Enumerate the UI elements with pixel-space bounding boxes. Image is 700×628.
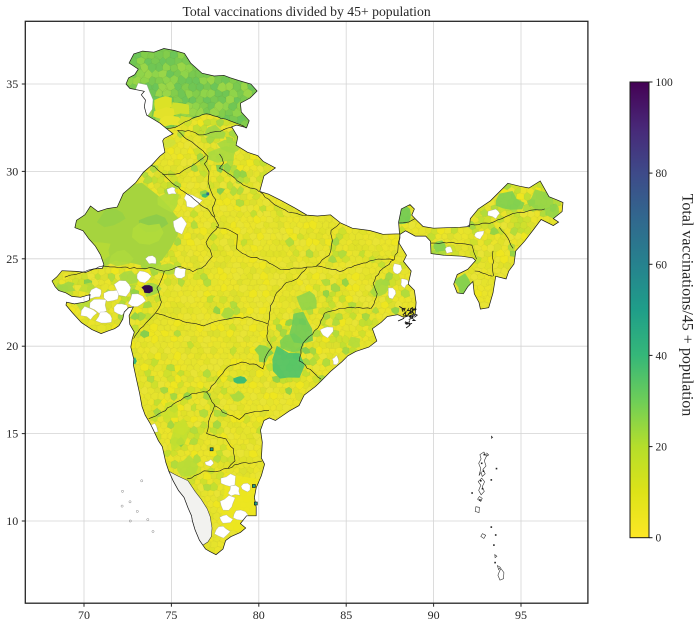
svg-text:85: 85	[340, 608, 352, 622]
svg-text:100: 100	[656, 77, 674, 89]
svg-text:95: 95	[515, 608, 527, 622]
svg-text:0: 0	[656, 533, 662, 545]
svg-text:Total vaccinations divided by: Total vaccinations divided by 45+ popula…	[183, 4, 431, 19]
svg-text:75: 75	[165, 608, 177, 622]
svg-text:80: 80	[253, 608, 265, 622]
svg-text:10: 10	[6, 514, 18, 528]
svg-text:70: 70	[78, 608, 90, 622]
svg-text:80: 80	[656, 168, 668, 180]
svg-text:35: 35	[6, 77, 18, 91]
svg-text:20: 20	[6, 339, 18, 353]
svg-text:60: 60	[656, 259, 668, 271]
svg-text:15: 15	[6, 427, 18, 441]
svg-text:30: 30	[6, 164, 18, 178]
svg-text:25: 25	[6, 252, 18, 266]
svg-text:40: 40	[656, 350, 668, 362]
svg-text:20: 20	[656, 442, 668, 454]
svg-text:Total vaccinations/45 + popula: Total vaccinations/45 + population	[679, 194, 696, 417]
svg-text:90: 90	[428, 608, 440, 622]
